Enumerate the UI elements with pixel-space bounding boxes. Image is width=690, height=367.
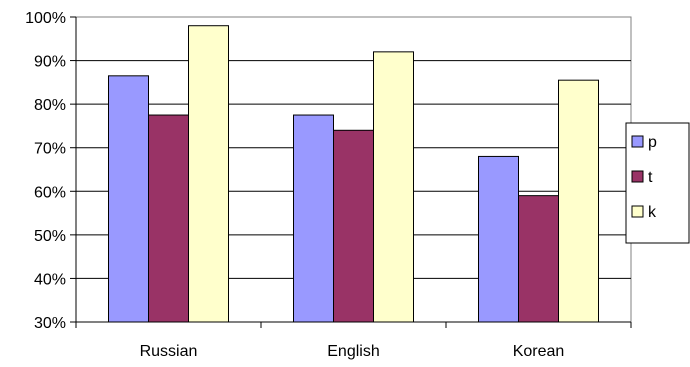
axes-layer xyxy=(70,16,632,328)
legend-swatch-t xyxy=(631,170,644,183)
bar-k-russian xyxy=(188,25,229,323)
bar-k-korean xyxy=(558,79,599,323)
bar-p-english xyxy=(293,114,334,323)
labels-layer: 30% 40% 50% 60% 70% 80% 90% 100% Russian English K… xyxy=(25,10,564,360)
y-tick-label: 60% xyxy=(34,184,66,201)
x-category-label: Russian xyxy=(140,343,198,360)
legend-label-p: p xyxy=(648,134,657,151)
bar-t-english xyxy=(333,129,374,323)
legend-swatch-p xyxy=(631,135,644,148)
legend-label-t: t xyxy=(648,169,653,186)
bar-t-russian xyxy=(148,114,189,323)
bars-layer xyxy=(108,25,599,323)
y-tick-label: 80% xyxy=(34,97,66,114)
legend-label-k: k xyxy=(648,204,657,221)
y-tick-label: 90% xyxy=(34,54,66,71)
x-category-label: Korean xyxy=(513,343,565,360)
bar-t-korean xyxy=(518,195,559,323)
x-category-label: English xyxy=(327,343,379,360)
bar-k-english xyxy=(373,51,414,323)
y-tick-label: 70% xyxy=(34,141,66,158)
y-tick-label: 100% xyxy=(25,10,66,27)
bar-p-korean xyxy=(478,155,519,323)
y-tick-label: 30% xyxy=(34,315,66,332)
legend-swatch-k xyxy=(631,205,644,218)
y-tick-label: 50% xyxy=(34,228,66,245)
bar-p-russian xyxy=(108,75,149,323)
y-tick-label: 40% xyxy=(34,271,66,288)
legend: p t k xyxy=(625,122,690,244)
